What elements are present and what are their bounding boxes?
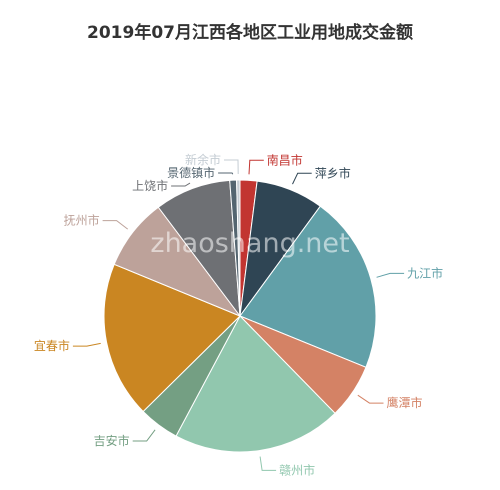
pie-slice-2[interactable] xyxy=(239,205,377,368)
slice-label-3: 鹰潭市 xyxy=(387,395,423,410)
slices-layer xyxy=(103,179,377,453)
leader-line-6 xyxy=(72,342,101,347)
chart-title: 2019年07月江西各地区工业用地成交金额 xyxy=(87,23,413,43)
leader-line-3 xyxy=(357,394,384,404)
leader-line-10 xyxy=(224,159,239,175)
slice-label-10: 新余市 xyxy=(185,152,221,167)
pie-slice-4[interactable] xyxy=(175,315,336,453)
slice-label-0: 南昌市 xyxy=(267,152,303,167)
pie-slice-10[interactable] xyxy=(236,179,241,317)
leader-line-2 xyxy=(376,272,405,278)
leader-line-7 xyxy=(102,220,129,230)
pie-slice-6[interactable] xyxy=(103,263,241,413)
slice-label-9: 景德镇市 xyxy=(167,165,215,180)
leader-line-1 xyxy=(292,172,312,185)
leader-line-4 xyxy=(259,456,277,471)
slice-label-1: 萍乡市 xyxy=(315,165,351,180)
slice-label-4: 赣州市 xyxy=(279,462,315,477)
watermark: zhaoshang.net xyxy=(150,228,349,259)
leader-line-8 xyxy=(171,182,191,187)
slice-label-7: 抚州市 xyxy=(64,213,100,228)
leader-line-5 xyxy=(132,429,156,442)
leader-line-9 xyxy=(218,172,234,175)
leader-line-0 xyxy=(248,159,264,175)
slice-label-2: 九江市 xyxy=(407,265,443,280)
slice-label-5: 吉安市 xyxy=(94,433,130,448)
slice-label-8: 上饶市 xyxy=(132,178,168,193)
slice-label-6: 宜春市 xyxy=(34,338,70,353)
